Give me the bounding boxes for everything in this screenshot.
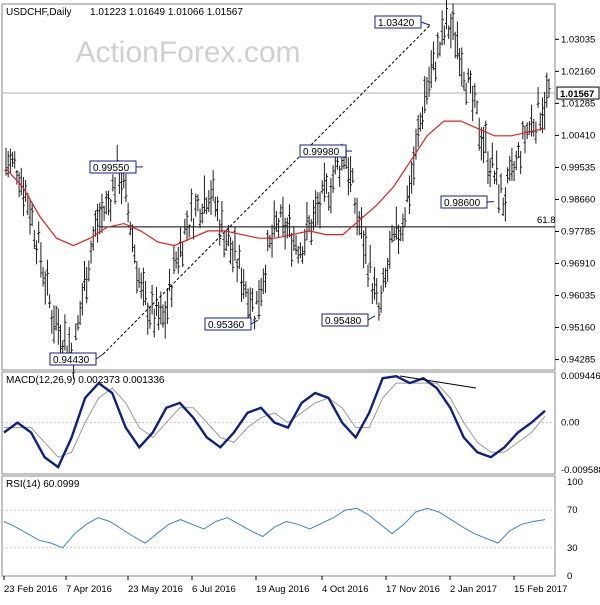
price-tick-label: 0.95160 (561, 323, 595, 334)
macd-tick-label: 0.009446 (561, 371, 600, 382)
rsi-tick-label: 30 (567, 543, 578, 554)
annotation-label: 0.95360 (208, 320, 245, 331)
annotation-label: 1.03420 (378, 18, 415, 29)
rsi-tick-label: 100 (567, 477, 583, 488)
annotation-leader (368, 316, 375, 320)
annotation-label: 0.99980 (303, 147, 340, 158)
price-tick-label: 1.00410 (561, 130, 595, 141)
macd-label: MACD(12,26,9) 0.002373 0.001336 (6, 375, 165, 386)
fib-level-label: 61.8 (537, 215, 556, 226)
rsi-line (4, 508, 545, 548)
price-tick-label: 1.03035 (561, 34, 595, 45)
chart-title: USDCHF,Daily (6, 7, 72, 18)
x-tick-label: 4 Oct 2016 (322, 584, 368, 595)
current-price-label: 1.01567 (560, 89, 594, 100)
macd-tick-label: 0.00 (561, 418, 580, 429)
ohlc-readout: 1.01223 1.01649 1.01066 1.01567 (90, 7, 243, 18)
watermark: ActionForex.com (75, 36, 300, 69)
x-tick-label: 17 Nov 2016 (386, 584, 440, 595)
x-tick-label: 15 Feb 2017 (514, 584, 567, 595)
price-tick-label: 0.98660 (561, 194, 595, 205)
macd-tick-label: -0.009588 (561, 465, 600, 476)
price-tick-label: 0.97785 (561, 226, 595, 237)
price-tick-label: 0.96910 (561, 258, 595, 269)
price-tick-label: 0.94285 (561, 355, 595, 366)
annotation-label: 0.98600 (444, 198, 481, 209)
annotation-leader (96, 354, 103, 359)
rsi-tick-label: 0 (567, 571, 572, 582)
macd-signal-line (4, 383, 545, 457)
annotation-label: 0.95480 (325, 316, 362, 327)
price-tick-label: 1.02160 (561, 66, 595, 77)
annotation-label: 0.99550 (93, 163, 130, 174)
annotation-leader (421, 22, 430, 25)
price-tick-label: 0.99535 (561, 162, 595, 173)
rsi-label: RSI(14) 60.0999 (6, 479, 80, 490)
rsi-tick-label: 70 (567, 505, 578, 516)
x-tick-label: 19 Aug 2016 (256, 584, 309, 595)
price-tick-label: 0.96035 (561, 291, 595, 302)
x-tick-label: 23 Feb 2016 (4, 584, 57, 595)
annotation-label: 0.94430 (53, 355, 90, 366)
x-tick-label: 23 May 2016 (128, 584, 183, 595)
x-tick-label: 7 Apr 2016 (66, 584, 112, 595)
x-tick-label: 6 Jul 2016 (192, 584, 236, 595)
x-tick-label: 2 Jan 2017 (450, 584, 497, 595)
